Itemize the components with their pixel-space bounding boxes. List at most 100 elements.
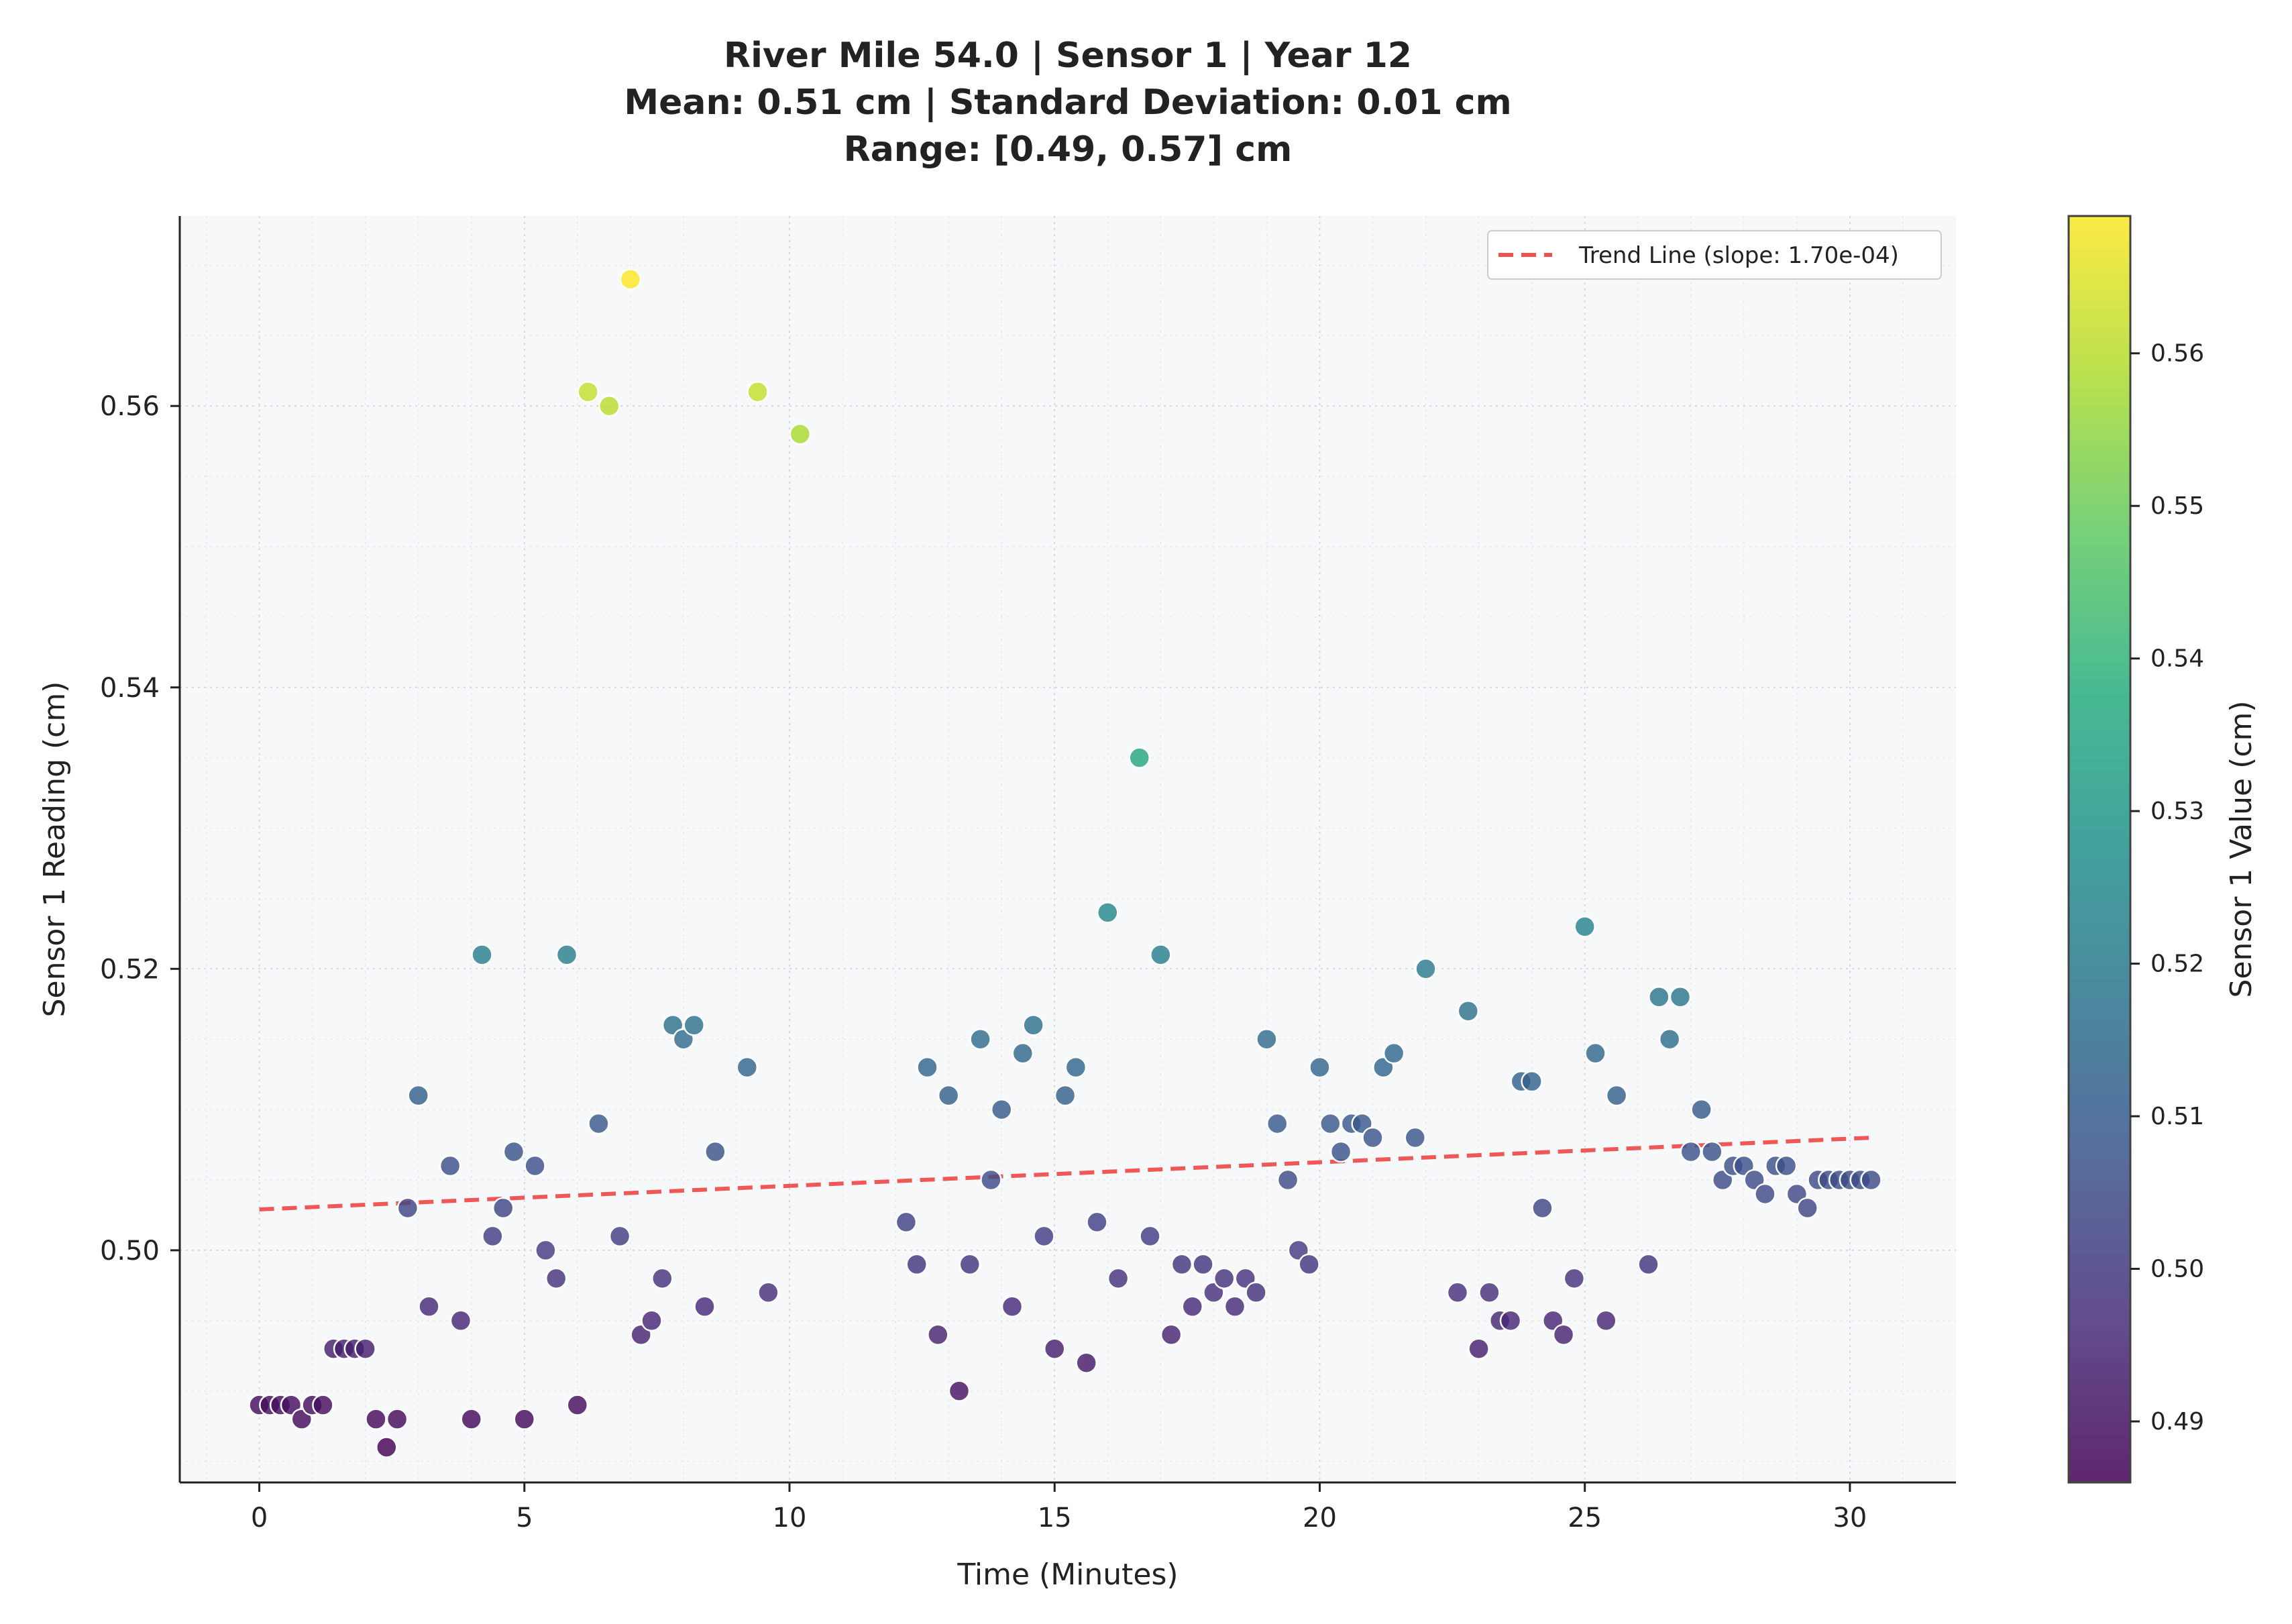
data-point	[683, 1014, 705, 1036]
data-point	[449, 1309, 472, 1332]
y-tick-label: 0.52	[100, 954, 160, 985]
data-point	[1404, 1126, 1426, 1149]
y-tick-label: 0.56	[100, 391, 160, 422]
data-point	[1563, 1267, 1586, 1290]
legend-box	[1487, 230, 1942, 280]
data-point	[418, 1295, 440, 1318]
data-point	[1245, 1281, 1267, 1304]
data-point	[969, 1028, 991, 1050]
y-tick-label: 0.54	[100, 673, 160, 704]
colorbar-tick-label: 0.52	[2150, 951, 2204, 978]
data-point	[1309, 1056, 1331, 1079]
data-point	[1669, 986, 1692, 1008]
data-point	[460, 1408, 482, 1430]
data-point	[524, 1154, 546, 1177]
data-point	[990, 1098, 1013, 1121]
data-point	[757, 1281, 779, 1304]
data-point	[1499, 1309, 1522, 1332]
data-point	[376, 1436, 398, 1458]
title-line-1: River Mile 54.0 | Sensor 1 | Year 12	[724, 36, 1412, 76]
colorbar-gradient	[2067, 215, 2132, 1484]
data-point	[1552, 1323, 1575, 1346]
colorbar-tick-label: 0.55	[2150, 492, 2204, 520]
data-point	[1022, 1014, 1044, 1036]
colorbar-tick-label: 0.49	[2150, 1408, 2204, 1436]
data-point	[588, 1112, 610, 1135]
colorbar-tick-label: 0.56	[2150, 340, 2204, 368]
data-point	[1796, 1197, 1818, 1220]
data-point	[927, 1323, 949, 1346]
data-point	[365, 1408, 387, 1430]
data-point	[1128, 747, 1150, 769]
data-point	[1605, 1084, 1628, 1107]
data-point	[789, 423, 812, 445]
data-point	[1860, 1169, 1882, 1191]
data-point	[1266, 1112, 1289, 1135]
data-point	[916, 1056, 938, 1079]
data-point	[1690, 1098, 1712, 1121]
data-point	[895, 1211, 918, 1234]
data-point	[694, 1295, 716, 1318]
data-point	[1584, 1042, 1606, 1065]
data-point	[948, 1380, 971, 1402]
x-tick-label: 15	[1038, 1503, 1072, 1533]
colorbar-label: Sensor 1 Value (cm)	[2224, 701, 2258, 998]
colorbar-ticks: 0.49 0.50 0.51 0.52 0.53 0.54 0.55 0.56	[2130, 340, 2204, 1436]
x-tick-label: 30	[1833, 1503, 1867, 1533]
legend: Trend Line (slope: 1.70e-04)	[1487, 230, 1942, 280]
data-point	[1139, 1225, 1161, 1248]
data-point	[1648, 986, 1670, 1008]
data-point	[492, 1197, 514, 1220]
data-point	[535, 1239, 557, 1262]
data-point	[1329, 1140, 1352, 1163]
data-point	[1001, 1295, 1024, 1318]
data-point	[651, 1267, 673, 1290]
data-point	[1298, 1253, 1320, 1276]
data-point	[1415, 958, 1437, 980]
title-line-2: Mean: 0.51 cm | Standard Deviation: 0.01…	[624, 83, 1511, 123]
data-point	[1181, 1295, 1204, 1318]
data-point	[439, 1154, 461, 1177]
data-point	[396, 1197, 419, 1220]
data-point	[1595, 1309, 1617, 1332]
trend-line	[259, 1136, 1871, 1212]
colorbar: 0.49 0.50 0.51 0.52 0.53 0.54 0.55 0.56 Sensor …	[2067, 215, 2258, 1484]
data-point	[619, 268, 642, 290]
x-tick-label: 25	[1568, 1503, 1602, 1533]
x-axis-ticks: 0 5 10 15 20 25 30	[251, 1482, 1867, 1533]
data-point	[1754, 1183, 1776, 1205]
data-point	[354, 1338, 376, 1360]
data-point	[1192, 1253, 1214, 1276]
data-point	[1362, 1126, 1384, 1149]
data-point	[555, 944, 578, 966]
y-axis-ticks: 0.50 0.52 0.54 0.56	[100, 391, 180, 1266]
data-point	[1574, 916, 1596, 938]
data-point	[1521, 1070, 1543, 1093]
data-point	[704, 1140, 726, 1163]
data-point	[1680, 1140, 1702, 1163]
chart-title: River Mile 54.0 | Sensor 1 | Year 12 Mea…	[624, 36, 1511, 170]
data-point	[1150, 944, 1172, 966]
data-point	[906, 1253, 928, 1276]
y-axis-label: Sensor 1 Reading (cm)	[38, 682, 72, 1018]
data-point	[1043, 1338, 1066, 1360]
data-point	[1531, 1197, 1553, 1220]
data-point	[482, 1225, 504, 1248]
data-point	[736, 1056, 759, 1079]
data-point	[608, 1225, 631, 1248]
data-point	[937, 1084, 960, 1107]
data-point	[1097, 902, 1119, 924]
data-point	[1065, 1056, 1087, 1079]
data-point	[577, 380, 599, 403]
colorbar-tick-label: 0.51	[2150, 1103, 2204, 1130]
data-point	[1658, 1028, 1681, 1050]
data-point	[1468, 1338, 1490, 1360]
data-point	[1213, 1267, 1236, 1290]
data-point	[1276, 1169, 1299, 1191]
data-point	[1075, 1352, 1097, 1374]
data-point	[545, 1267, 567, 1290]
data-point	[1033, 1225, 1055, 1248]
colorbar-tick-label: 0.50	[2150, 1256, 2204, 1283]
data-point	[312, 1394, 334, 1416]
